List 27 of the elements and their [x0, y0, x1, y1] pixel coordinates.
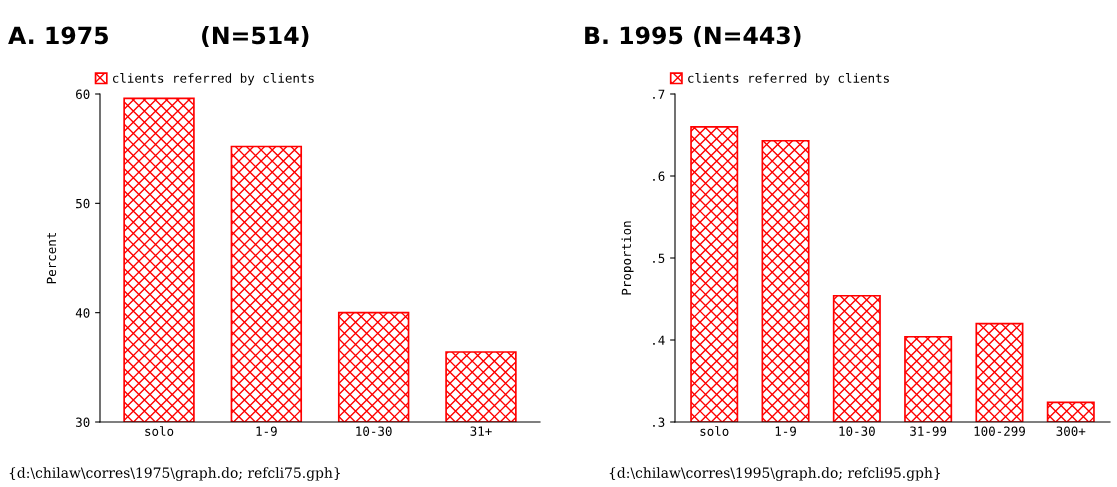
y-axis-title: Percent [46, 232, 57, 284]
y-axis-title: Proportion [621, 221, 634, 295]
y-tick-label: .5 [653, 253, 665, 263]
legend-label: clients referred by clients [112, 73, 314, 86]
y-tick-label: 50 [76, 198, 90, 209]
x-tick-label: 10-30 [839, 426, 875, 436]
x-tick-label: solo [700, 426, 729, 436]
x-tick-label: solo [145, 426, 174, 436]
x-tick-label: 31+ [470, 426, 492, 436]
chart-title: A. 1975 (N=514) [8, 26, 309, 48]
x-tick-label: 300+ [1056, 426, 1086, 436]
x-tick-label: 100-299 [974, 426, 1025, 436]
y-tick-label: .3 [653, 417, 665, 427]
y-tick-label: 40 [75, 308, 90, 318]
y-tick-label: .7 [653, 89, 665, 99]
x-tick-label: 1-9 [775, 426, 796, 436]
x-tick-label: 10-30 [356, 426, 392, 436]
chart-title: B. 1995 (N=443) [585, 26, 801, 48]
text: {d:\chilaw\corres\1995\graph.do; refcli95.gph} [609, 467, 940, 481]
y-tick-label: .4 [653, 335, 665, 345]
x-tick-label: 31-99 [910, 426, 947, 436]
x-tick-label: 1-9 [256, 426, 277, 436]
y-tick-label: 60 [76, 89, 90, 99]
y-tick-label: .6 [653, 171, 665, 181]
text: {d:\chilaw\corres\1975\graph.do; refcli75.gph} [9, 467, 340, 481]
legend-label: clients referred by clients [688, 73, 889, 86]
y-tick-label: 30 [76, 417, 90, 427]
